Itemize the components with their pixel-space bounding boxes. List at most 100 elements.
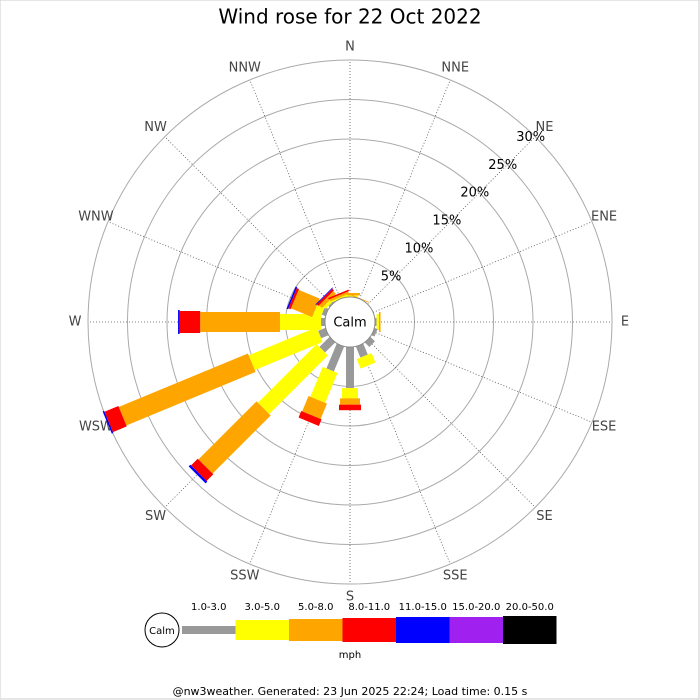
- petal-segment: [328, 300, 336, 308]
- calm-circle: [324, 296, 376, 348]
- legend-label: 11.0-15.0: [399, 602, 447, 613]
- spoke: [164, 136, 333, 305]
- petal-segment: [118, 353, 256, 426]
- legend-swatch: [289, 619, 343, 641]
- petal-segment: [355, 343, 368, 358]
- petal-segment: [179, 311, 201, 333]
- ring: [127, 99, 573, 545]
- petal-segment: [191, 458, 214, 481]
- direction-label: SSE: [443, 569, 468, 584]
- ring-label: 5%: [381, 269, 402, 284]
- petal-segment: [279, 314, 322, 330]
- petal-segment: [316, 288, 334, 306]
- direction-label: NW: [144, 120, 167, 135]
- petal-segment: [328, 289, 350, 300]
- petal-segment: [346, 347, 354, 389]
- direction-label: W: [69, 315, 82, 330]
- direction-label: ENE: [591, 209, 617, 224]
- spoke: [359, 79, 451, 300]
- legend-label: 5.0-8.0: [298, 602, 333, 613]
- direction-label: WNW: [78, 209, 114, 224]
- petal-segment: [376, 314, 379, 330]
- ring: [87, 59, 613, 585]
- petal-segment: [326, 343, 345, 372]
- petal-segment: [198, 401, 271, 474]
- petal-segment: [298, 410, 322, 426]
- direction-label: NNW: [229, 60, 261, 75]
- petal-segment: [339, 404, 361, 411]
- petal-segment: [104, 406, 127, 433]
- legend-label: 15.0-20.0: [452, 602, 500, 613]
- ring: [166, 138, 534, 506]
- ring-label: 20%: [460, 186, 489, 201]
- footer: @nw3weather. Generated: 23 Jun 2025 22:2…: [173, 685, 528, 698]
- legend-swatch: [449, 617, 503, 643]
- petal-segment: [310, 366, 338, 403]
- chart-title: Wind rose for 22 Oct 2022: [218, 5, 481, 29]
- petal-segment: [340, 398, 360, 405]
- ring-label: 10%: [405, 242, 434, 257]
- direction-label: SSW: [230, 569, 260, 584]
- petal-segment: [321, 307, 329, 317]
- legend-label: 8.0-11.0: [348, 602, 390, 613]
- direction-label: S: [346, 590, 354, 605]
- petal-segment: [178, 310, 180, 334]
- direction-label: N: [345, 40, 355, 55]
- petal-segment: [188, 464, 208, 484]
- petal-segment: [286, 286, 298, 310]
- petals: [102, 286, 381, 484]
- legend-swatch: [182, 626, 236, 634]
- calm-label: Calm: [333, 316, 366, 331]
- spoke: [249, 79, 341, 300]
- petal-segment: [248, 327, 323, 371]
- spoke: [367, 339, 536, 508]
- petal-segment: [290, 289, 320, 318]
- petal-segment: [378, 312, 381, 332]
- ring-label: 30%: [516, 130, 545, 145]
- petal-segment: [102, 410, 114, 434]
- petal-segment: [356, 352, 376, 369]
- petal-segment: [288, 288, 299, 310]
- petal-segment: [257, 344, 328, 415]
- legend-swatch: [342, 618, 396, 642]
- direction-label: NE: [535, 120, 553, 135]
- direction-label: NNE: [441, 60, 469, 75]
- petal-segment: [364, 336, 375, 347]
- spoke: [367, 136, 536, 305]
- legend: Calm mph 1.0-3.0 3.0-5.0 5.0-8.0 8.0-11.0 11…: [144, 602, 557, 661]
- legend-swatch: [235, 620, 289, 640]
- legend-label: 3.0-5.0: [245, 602, 280, 613]
- petal-segment: [332, 294, 348, 302]
- legend-label: 20.0-50.0: [506, 602, 554, 613]
- legend-calm-circle: [144, 612, 180, 648]
- petal-segment: [302, 396, 327, 419]
- petal-segment: [315, 287, 333, 305]
- spoke: [359, 344, 451, 565]
- direction-label: SE: [536, 509, 552, 524]
- spoke: [107, 221, 328, 313]
- petal-segment: [342, 295, 358, 297]
- legend-units: mph: [339, 650, 361, 661]
- petal-segment: [319, 336, 336, 353]
- legend-swatch: [396, 617, 450, 643]
- petal-segment: [342, 388, 358, 399]
- legend-swatch: [503, 616, 557, 644]
- ring-label: 15%: [432, 214, 461, 229]
- ring-label: 25%: [488, 158, 517, 173]
- petal-segment: [371, 327, 378, 337]
- spoke: [372, 331, 593, 423]
- direction-label: SW: [145, 509, 166, 524]
- petal-segment: [329, 291, 350, 302]
- petal-segment: [319, 291, 337, 309]
- direction-label: E: [621, 315, 629, 330]
- petal-segment: [340, 293, 360, 296]
- petal-segment: [318, 327, 329, 339]
- spoke: [372, 221, 593, 313]
- direction-label: ESE: [592, 420, 617, 435]
- petal-segment: [200, 312, 280, 332]
- direction-label: WSW: [79, 420, 113, 435]
- legend-label: 1.0-3.0: [191, 602, 226, 613]
- petal-segment: [321, 318, 325, 326]
- legend-calm-label: Calm: [149, 626, 175, 637]
